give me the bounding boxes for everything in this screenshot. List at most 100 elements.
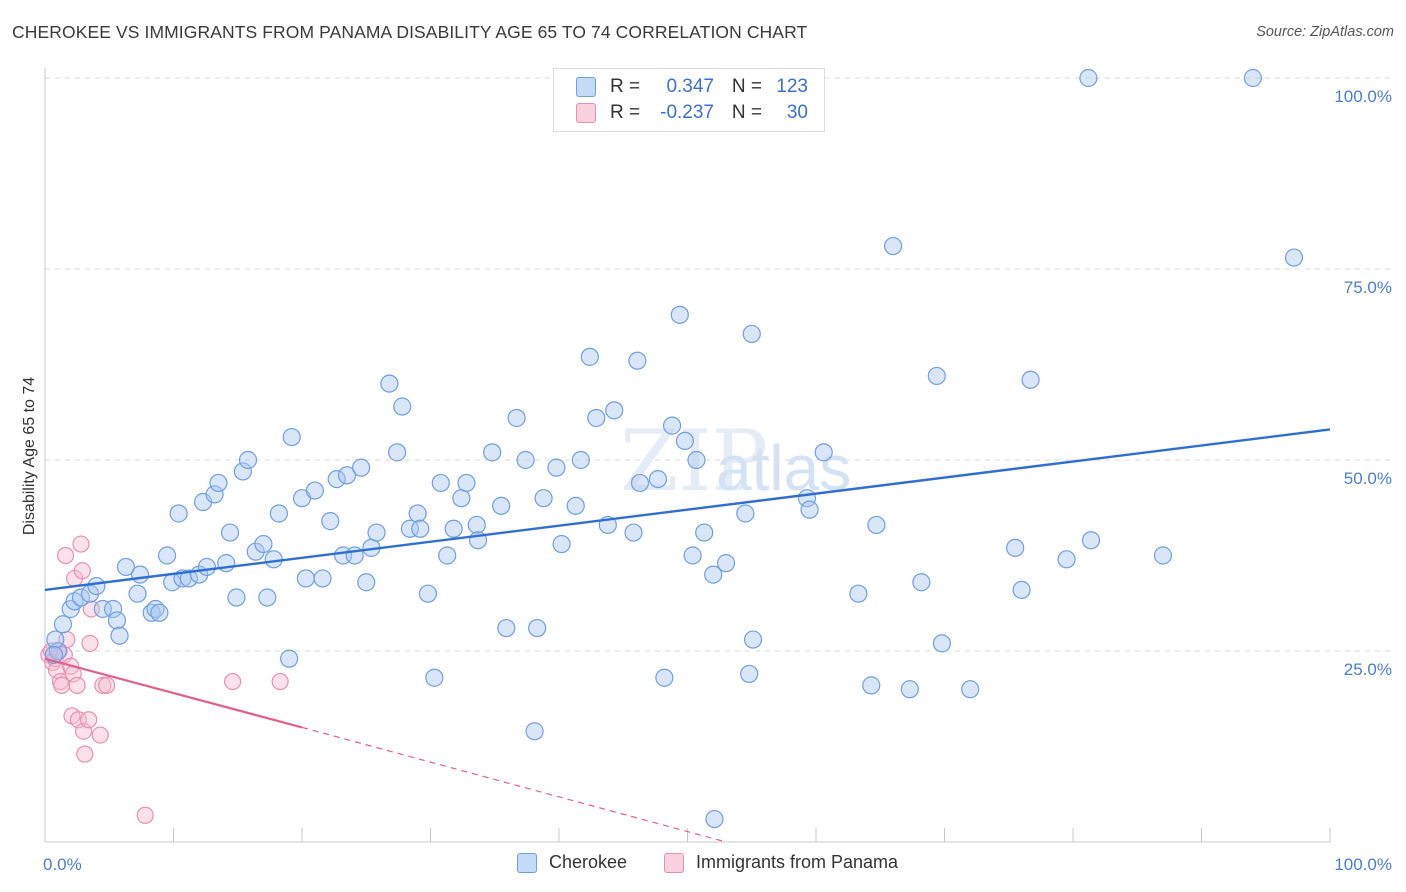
cherokee-point <box>1284 248 1304 267</box>
cherokee-point <box>238 450 258 470</box>
y-tick-label: 25.0% <box>1344 660 1392 679</box>
cherokee-point <box>220 523 240 542</box>
cherokee-point <box>525 722 544 741</box>
cherokee-point <box>587 408 606 428</box>
cherokee-point <box>687 450 706 470</box>
cherokee-point <box>130 565 150 584</box>
legend-r-value: 0.347 <box>666 76 714 97</box>
cherokee-point <box>1012 580 1031 599</box>
cherokee-point <box>516 450 535 470</box>
cherokee-point <box>628 351 647 370</box>
cherokee-point <box>900 680 919 699</box>
cherokee-point <box>357 573 376 592</box>
cherokee-point <box>497 618 516 638</box>
cherokee-point <box>321 512 340 531</box>
panama-point <box>73 562 91 580</box>
cherokee-point <box>1081 531 1101 550</box>
cherokee-point <box>867 515 886 535</box>
cherokee-point <box>110 626 129 645</box>
cherokee-point <box>547 458 566 477</box>
legend-swatch-cherokee <box>517 852 537 873</box>
cherokee-point <box>927 366 946 386</box>
cherokee-points <box>44 68 1304 829</box>
panama-point <box>68 676 86 694</box>
cherokee-point <box>313 569 332 588</box>
y-tick-label: 75.0% <box>1344 278 1392 297</box>
cherokee-point <box>337 466 357 485</box>
cherokee-point <box>71 588 91 607</box>
cherokee-point <box>912 573 931 592</box>
cherokee-point <box>1006 538 1025 557</box>
panama-point <box>81 634 99 652</box>
watermark-zip: ZIP <box>620 412 768 510</box>
legend-swatch-cherokee <box>576 77 596 97</box>
cherokee-point <box>380 374 399 393</box>
cherokee-point <box>104 599 123 619</box>
cherokee-point <box>566 496 585 515</box>
cherokee-point <box>534 489 553 508</box>
panama-trendline <box>44 657 303 729</box>
cherokee-point <box>683 546 702 565</box>
cherokee-point <box>431 473 450 493</box>
cherokee-point <box>740 664 759 684</box>
cherokee-point <box>227 588 246 607</box>
trendlines <box>44 428 1331 843</box>
cherokee-point <box>862 676 881 695</box>
cherokee-point <box>169 504 188 523</box>
cherokee-point <box>630 473 650 493</box>
legend-n-label: N = <box>731 102 762 123</box>
axes <box>44 68 1331 843</box>
panama-point <box>56 546 75 565</box>
y-axis-label: Disability Age 65 to 74 <box>21 377 38 535</box>
cherokee-point <box>197 557 217 577</box>
cherokee-point <box>269 504 288 523</box>
chart-title: CHEROKEE VS IMMIGRANTS FROM PANAMA DISAB… <box>12 22 808 42</box>
cherokee-trendline <box>44 428 1331 592</box>
cherokee-point <box>670 305 689 324</box>
cherokee-point <box>662 416 682 435</box>
cherokee-point <box>814 443 833 462</box>
cherokee-point <box>483 443 502 462</box>
cherokee-point <box>695 523 714 542</box>
cherokee-point <box>605 401 624 420</box>
cherokee-point <box>264 550 283 569</box>
cherokee-point <box>492 496 511 515</box>
x-tick-label: 100.0% <box>1334 855 1392 874</box>
gridlines <box>45 77 1392 652</box>
cherokee-point <box>53 615 73 634</box>
cherokee-point <box>157 546 177 565</box>
cherokee-point <box>46 630 65 649</box>
cherokee-point <box>571 450 590 470</box>
legend-row-cherokee: R = 0.347 N = 123 <box>576 74 808 100</box>
cherokee-point <box>742 324 761 344</box>
cherokee-point <box>452 489 471 508</box>
cherokee-point <box>1243 68 1263 88</box>
cherokee-point <box>179 569 199 588</box>
cherokee-point <box>296 569 315 588</box>
source-label: Source: ZipAtlas.com <box>1256 24 1394 40</box>
cherokee-point <box>411 519 430 538</box>
cherokee-point <box>280 649 299 668</box>
cherokee-point <box>704 565 723 584</box>
cherokee-point <box>675 431 695 450</box>
y-tick-label: 50.0% <box>1344 469 1392 488</box>
series-legend: Cherokee Immigrants from Panama <box>0 852 1406 878</box>
legend-swatch-panama <box>664 852 684 873</box>
legend-swatch-panama <box>576 103 596 123</box>
legend-r-value: -0.237 <box>660 102 714 123</box>
cherokee-point <box>961 680 980 699</box>
cherokee-point <box>282 427 301 447</box>
panama-point <box>94 676 112 694</box>
cherokee-point <box>107 611 127 630</box>
cherokee-point <box>150 603 169 622</box>
cherokee-point <box>1153 546 1173 565</box>
cherokee-point <box>800 500 819 519</box>
legend-n-value: 123 <box>776 76 808 97</box>
cherokee-point <box>327 470 346 489</box>
cherokee-point <box>408 504 427 523</box>
cherokee-point <box>648 470 668 489</box>
cherokee-point <box>716 554 736 573</box>
cherokee-point <box>705 809 724 829</box>
correlation-legend: R = 0.347 N = 123 R = -0.237 N = 30 <box>553 68 825 132</box>
cherokee-point <box>87 576 106 596</box>
